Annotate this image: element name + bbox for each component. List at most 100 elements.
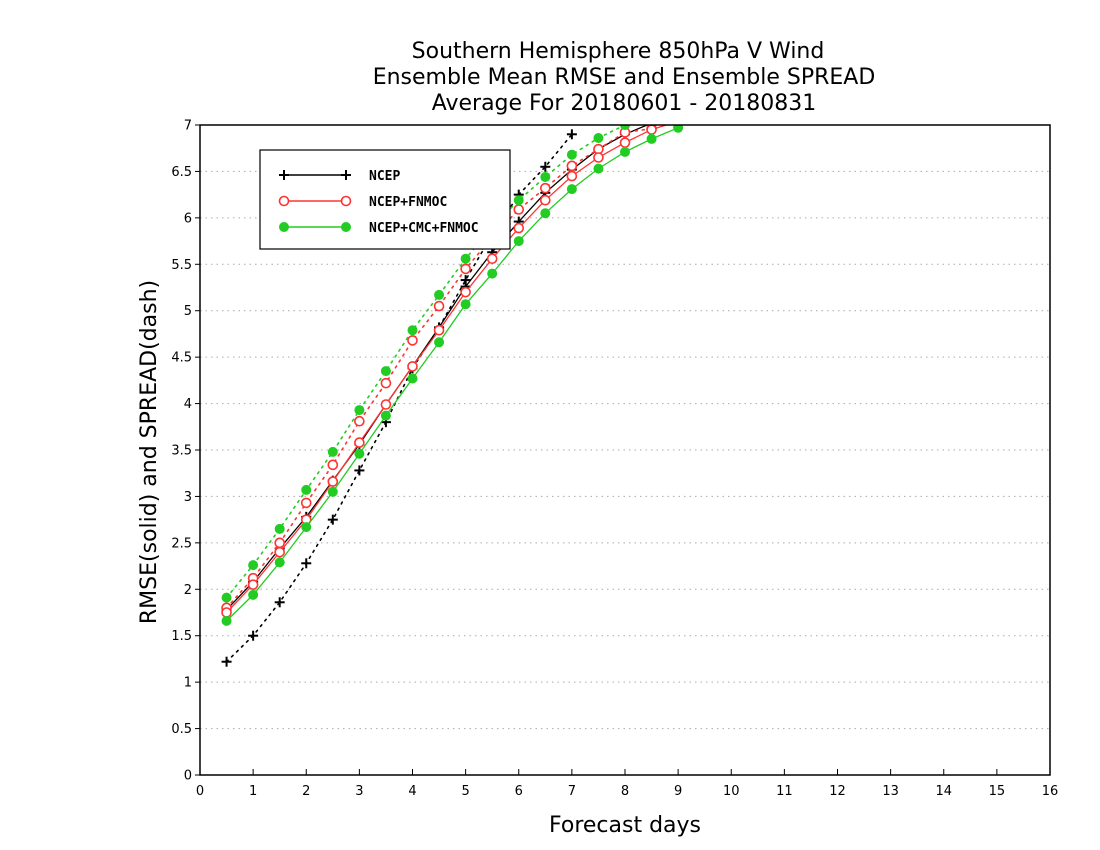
rmse-point-ncep-fnmoc xyxy=(566,170,578,182)
y-axis-title: RMSE(solid) and SPREAD(dash) xyxy=(137,280,162,624)
x-tick-label: 3 xyxy=(355,784,363,799)
legend-label-ncep-cmc-fnmoc: NCEP+CMC+FNMOC xyxy=(369,221,479,236)
rmse-point-ncep-cmc-fnmoc xyxy=(620,146,630,157)
spread-point-ncep-cmc-fnmoc xyxy=(434,289,445,300)
spread-point-ncep-cmc-fnmoc xyxy=(593,133,604,143)
rmse-point-ncep-cmc-fnmoc xyxy=(513,236,524,247)
x-tick-label: 10 xyxy=(723,784,740,799)
rmse-point-ncep-fnmoc xyxy=(380,399,392,410)
rmse-point-ncep-fnmoc xyxy=(513,222,525,234)
rmse-point-ncep-cmc-fnmoc xyxy=(487,268,498,279)
rmse-point-ncep-fnmoc xyxy=(646,125,657,135)
legend-marker-ncep xyxy=(341,170,351,180)
y-tick-label: 1 xyxy=(184,676,192,691)
spread-point-ncep xyxy=(301,558,312,569)
gridlines xyxy=(200,170,1050,730)
x-tick-label: 5 xyxy=(461,784,469,799)
rmse-point-ncep-cmc-fnmoc xyxy=(407,373,418,384)
spread-point-ncep xyxy=(248,630,259,641)
spread-point-ncep-cmc-fnmoc xyxy=(620,125,630,130)
spread-point-ncep xyxy=(221,656,232,667)
legend-marker-ncep-fnmoc xyxy=(278,195,290,207)
x-tick-label: 0 xyxy=(196,784,204,799)
rmse-point-ncep-fnmoc xyxy=(593,152,604,163)
legend-marker-ncep-fnmoc xyxy=(340,195,352,207)
rmse-point-ncep-cmc-fnmoc xyxy=(673,125,684,133)
y-tick-label: 2 xyxy=(184,583,192,598)
data-series xyxy=(221,125,684,667)
spread-point-ncep xyxy=(566,129,577,140)
rmse-point-ncep-fnmoc xyxy=(354,437,365,448)
legend-marker-ncep-cmc-fnmoc xyxy=(279,222,289,232)
spread-point-ncep-cmc-fnmoc xyxy=(407,325,418,336)
x-axis-title: Forecast days xyxy=(549,813,701,838)
rmse-point-ncep-fnmoc xyxy=(247,579,259,590)
spread-point-ncep xyxy=(327,514,338,525)
x-tick-label: 13 xyxy=(882,784,899,799)
spread-point-ncep-cmc-fnmoc xyxy=(327,446,338,457)
y-tick-label: 0 xyxy=(184,769,192,784)
rmse-point-ncep-fnmoc xyxy=(327,476,339,487)
rmse-point-ncep-fnmoc xyxy=(274,546,285,558)
chart-title-line-2: Ensemble Mean RMSE and Ensemble SPREAD xyxy=(373,65,876,90)
spread-line-ncep-fnmoc xyxy=(225,127,653,609)
spread-point-ncep-fnmoc xyxy=(354,415,365,427)
x-tick-label: 16 xyxy=(1042,784,1059,799)
chart-title-line-1: Southern Hemisphere 850hPa V Wind xyxy=(412,39,825,64)
spread-point-ncep xyxy=(274,597,285,608)
rmse-point-ncep-fnmoc xyxy=(486,253,498,265)
y-tick-label: 0.5 xyxy=(171,722,192,737)
rmse-point-ncep-cmc-fnmoc xyxy=(327,486,338,497)
spread-point-ncep-fnmoc xyxy=(540,182,551,194)
legend-entries xyxy=(278,170,352,232)
spread-point-ncep-cmc-fnmoc xyxy=(221,592,232,603)
rmse-point-ncep-cmc-fnmoc xyxy=(434,337,445,348)
x-tick-label: 8 xyxy=(621,784,629,799)
spread-point-ncep-cmc-fnmoc xyxy=(513,195,524,206)
legend: NCEP NCEP+FNMOC NCEP+CMC+FNMOC xyxy=(259,149,511,250)
rmse-point-ncep-fnmoc xyxy=(460,286,471,298)
rmse-point-ncep-cmc-fnmoc xyxy=(354,448,365,459)
chart-title-line-3: Average For 20180601 - 20180831 xyxy=(432,91,817,116)
spread-point-ncep-cmc-fnmoc xyxy=(248,560,259,571)
rmse-point-ncep-cmc-fnmoc xyxy=(301,522,312,533)
rmse-point-ncep-fnmoc xyxy=(221,607,232,618)
spread-point-ncep-cmc-fnmoc xyxy=(301,484,312,495)
spread-point-ncep-fnmoc xyxy=(460,263,471,275)
spread-point-ncep-fnmoc xyxy=(407,335,418,346)
rmse-point-ncep-cmc-fnmoc xyxy=(380,410,391,421)
rmse-point-ncep-cmc-fnmoc xyxy=(460,299,471,310)
rmse-point-ncep-cmc-fnmoc xyxy=(593,163,604,174)
rmse-point-ncep-cmc-fnmoc xyxy=(221,615,232,626)
y-axis: 0 0.5 1 1.5 2 2.5 3 3.5 4 4.5 5 5.5 6 6.5 7 xyxy=(171,119,200,784)
y-tick-label: 2.5 xyxy=(171,536,192,551)
series-ncep-cmc-fnmoc xyxy=(221,125,684,626)
spread-point-ncep-fnmoc xyxy=(274,537,285,549)
x-tick-label: 9 xyxy=(674,784,682,799)
legend-box xyxy=(259,149,511,250)
spread-line-ncep-cmc-fnmoc xyxy=(225,125,626,599)
spread-point-ncep-cmc-fnmoc xyxy=(540,172,551,182)
x-tick-label: 15 xyxy=(989,784,1006,799)
x-tick-label: 4 xyxy=(408,784,416,799)
y-tick-label: 6 xyxy=(184,211,192,226)
x-tick-label: 6 xyxy=(515,784,523,799)
rmse-point-ncep-fnmoc xyxy=(540,194,551,206)
spread-point-ncep xyxy=(540,161,551,172)
legend-label-ncep: NCEP xyxy=(369,169,400,184)
spread-point-ncep xyxy=(354,465,365,476)
chart-title: Southern Hemisphere 850hPa V Wind Ensemb… xyxy=(373,39,876,116)
spread-point-ncep-fnmoc xyxy=(380,377,392,389)
rmse-point-ncep-cmc-fnmoc xyxy=(646,133,657,144)
rmse-point-ncep-fnmoc xyxy=(407,361,418,372)
spread-point-ncep-fnmoc xyxy=(566,160,578,172)
x-axis: 0 1 2 3 4 5 6 7 8 9 10 11 12 13 14 15 16 xyxy=(196,769,1058,799)
y-tick-label: 4.5 xyxy=(171,351,192,366)
x-tick-label: 2 xyxy=(302,784,310,799)
legend-marker-ncep xyxy=(279,170,289,180)
spread-point-ncep-cmc-fnmoc xyxy=(460,253,471,264)
y-tick-label: 1.5 xyxy=(171,629,192,644)
spread-point-ncep-fnmoc xyxy=(327,459,339,471)
y-tick-label: 6.5 xyxy=(171,165,192,180)
x-tick-label: 1 xyxy=(249,784,257,799)
